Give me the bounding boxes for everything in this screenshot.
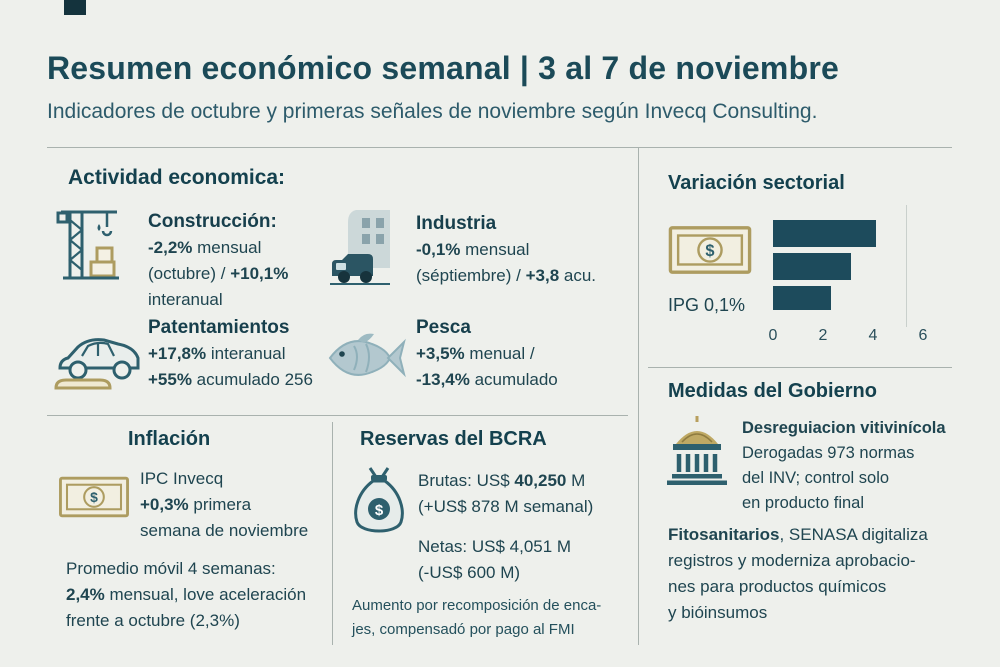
chart-gridline: [906, 205, 907, 327]
svg-text:$: $: [90, 489, 98, 505]
government-building-icon: [662, 414, 732, 486]
government-item2-line3: nes para productos químicos: [668, 577, 887, 596]
divider-left-horizontal: [47, 415, 628, 416]
patents-line1: +17,8% interanual: [148, 344, 286, 363]
inflation-block: IPC Invecq +0,3% primera semana de novie…: [140, 466, 330, 544]
chart-tick-4: 4: [868, 327, 878, 344]
factory-icon: [326, 202, 412, 288]
svg-text:$: $: [705, 242, 714, 260]
inflation-line6: frente a octubre (2,3%): [66, 611, 240, 630]
corner-mark: [64, 0, 86, 15]
inflation-line1: IPC Invecq: [140, 469, 224, 488]
sector-bar-chart: [773, 216, 923, 318]
car-icon: [52, 316, 146, 396]
chart-tick-6: 6: [918, 327, 928, 344]
government-item1-line4: en producto final: [742, 494, 865, 512]
government-item2-line4: y bióinsumos: [668, 603, 768, 622]
divider-top: [47, 147, 952, 148]
construction-line3: interanual: [148, 290, 223, 309]
inflation-line2: +0,3% primera: [140, 495, 252, 514]
construction-block: Construcción: -2,2% mensual (octubre) / …: [148, 208, 328, 313]
inflation-average-block: Promedio móvil 4 semanas: 2,4% mensual, …: [66, 556, 326, 634]
inflation-line3: semana de noviembre: [140, 521, 309, 540]
crane-icon: [55, 198, 139, 288]
sector-banknote-icon: $: [666, 222, 754, 278]
government-item1-line2: Derogadas 973 normas: [742, 444, 915, 462]
chart-x-axis: 0 2 4 6: [765, 327, 931, 345]
chart-bar-2: [773, 253, 851, 280]
inflation-line5: 2,4% mensual, love aceleración: [66, 585, 307, 604]
divider-inflation-reserves: [332, 422, 333, 645]
ipg-label: IPG 0,1%: [668, 295, 746, 315]
reserves-line2: (+US$ 878 M semanal): [418, 497, 594, 516]
reserves-net-block: Netas: US$ 4,051 M (-US$ 600 M): [418, 534, 633, 586]
divider-right-horizontal: [648, 367, 952, 368]
reserves-line3: Netas: US$ 4,051 M: [418, 537, 572, 556]
government-item2: Fitosanitarios, SENASA digitaliza regist…: [668, 522, 952, 626]
patents-block: Patentamientos +17,8% interanual +55% ac…: [148, 314, 333, 393]
money-bag-icon: $: [348, 464, 410, 540]
chart-tick-0: 0: [768, 327, 778, 344]
reserves-line1: Brutas: US$ 40,250 M: [418, 471, 586, 490]
reserves-note-line1: Aumento por recomposición de enca-: [352, 597, 602, 614]
reserves-note: Aumento por recomposición de enca- jes, …: [352, 594, 632, 642]
reserves-note-line2: jes, compensadó por pago al FMI: [352, 621, 575, 638]
industry-label: Industria: [416, 213, 497, 234]
construction-line2: (octubre) / +10,1%: [148, 264, 289, 283]
construction-label: Construcción:: [148, 211, 277, 232]
industry-line1: -0,1% mensual: [416, 240, 530, 259]
page-title: Resumen económico semanal | 3 al 7 de no…: [47, 50, 839, 86]
government-item1-line3: del INV; control solo: [742, 469, 890, 487]
fishing-line1: +3,5% menual /: [416, 344, 535, 363]
fishing-line2: -13,4% acumulado: [416, 370, 558, 389]
chart-bar-1: [773, 220, 876, 247]
fishing-block: Pesca +3,5% menual / -13,4% acumulado: [416, 314, 621, 393]
svg-text:$: $: [375, 502, 384, 519]
industry-line2: (séptiembre) / +3,8 acu.: [416, 266, 597, 285]
reserves-section-title: Reservas del BCRA: [360, 428, 547, 450]
patents-label: Patentamientos: [148, 317, 290, 338]
activity-section-title: Actividad economica:: [68, 166, 286, 189]
government-item1-title: Desreguiacion vitivinícola: [742, 419, 946, 437]
reserves-gross-block: Brutas: US$ 40,250 M (+US$ 878 M semanal…: [418, 468, 633, 520]
chart-bar-3: [773, 286, 831, 310]
sector-section-title: Variación sectorial: [668, 172, 845, 194]
construction-line1: -2,2% mensual: [148, 238, 262, 257]
fishing-label: Pesca: [416, 317, 471, 338]
reserves-line4: (-US$ 600 M): [418, 563, 521, 582]
divider-main-vertical: [638, 147, 639, 645]
industry-block: Industria -0,1% mensual (séptiembre) / +…: [416, 210, 621, 289]
government-item2-line1: Fitosanitarios, SENASA digitaliza: [668, 525, 928, 544]
patents-line2: +55% acumulado 256: [148, 370, 313, 389]
government-item1: Desreguiacion vitivinícola Derogadas 973…: [742, 416, 952, 516]
government-item2-line2: registros y moderniza aprobacio-: [668, 551, 916, 570]
inflation-section-title: Inflación: [128, 428, 211, 450]
fish-icon: [324, 322, 408, 392]
page-subtitle: Indicadores de octubre y primeras señale…: [47, 100, 818, 123]
inflation-line4: Promedio móvil 4 semanas:: [66, 559, 276, 578]
banknote-icon: $: [58, 466, 130, 528]
government-section-title: Medidas del Gobierno: [668, 380, 877, 402]
chart-tick-2: 2: [818, 327, 828, 344]
